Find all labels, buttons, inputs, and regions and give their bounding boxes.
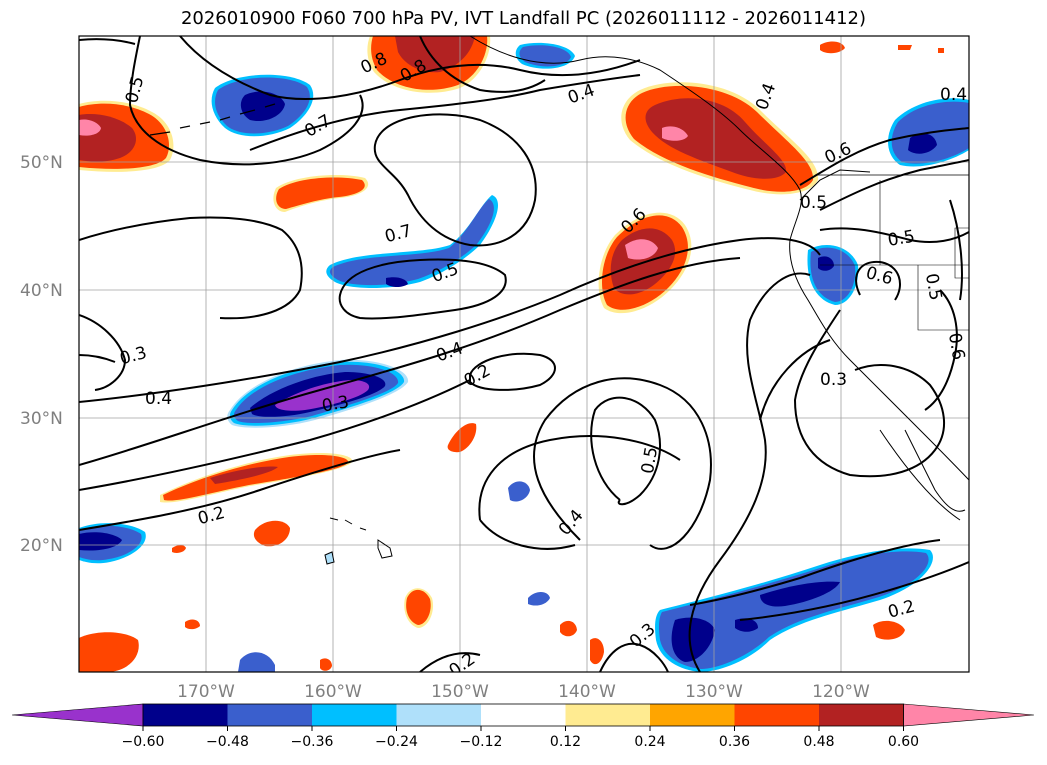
coastlines: [149, 36, 969, 565]
lon-label: 130°W: [685, 682, 743, 702]
contour-label: 0.4: [940, 85, 967, 105]
contour-label: 0.5: [886, 227, 916, 251]
colorbar-segment: [734, 704, 820, 726]
colorbar-tick-label: 0.36: [719, 734, 750, 750]
colorbar-segment: [396, 704, 482, 726]
colorbar-segment: [143, 704, 228, 726]
colorbar: −0.60 −0.48 −0.36 −0.24 −0.12 0.12 0.24 0.36 0.4…: [11, 703, 1035, 750]
colorbar-outline: [142, 703, 904, 727]
colorbar-extend-high: [903, 703, 1035, 727]
colorbar-tick-label: −0.36: [291, 734, 334, 750]
lat-label: 50°N: [20, 153, 63, 173]
longitude-labels: 170°W 160°W 150°W 140°W 130°W 120°W: [177, 682, 870, 702]
colorbar-tick-label: −0.48: [206, 734, 249, 750]
lon-label: 120°W: [812, 682, 870, 702]
colorbar-segment: [565, 704, 651, 726]
lon-label: 140°W: [558, 682, 616, 702]
colorbar-tick-label: 0.48: [803, 734, 834, 750]
colorbar-segment: [819, 704, 904, 726]
lat-label: 20°N: [20, 536, 63, 556]
colorbar-tick-label: −0.12: [460, 734, 503, 750]
colorbar-segment: [481, 704, 566, 726]
colorbar-tick-label: 0.24: [634, 734, 665, 750]
colorbar-tick-label: −0.24: [375, 734, 418, 750]
contour-label: 0.6: [944, 331, 968, 361]
contour-label: 0.5: [800, 193, 827, 213]
pv-contours: [79, 36, 969, 672]
latitude-labels: 50°N 40°N 30°N 20°N: [20, 153, 63, 556]
colorbar-segment: [227, 704, 313, 726]
contour-label: 0.4: [145, 389, 172, 409]
lat-label: 40°N: [20, 281, 63, 301]
plot-frame: [78, 35, 970, 673]
contour-label: 0.5: [921, 272, 945, 302]
contour-label: 0.3: [320, 392, 350, 416]
colorbar-tick-label: −0.60: [122, 734, 165, 750]
colorbar-tick-label: 0.60: [888, 734, 919, 750]
colorbar-segment: [312, 704, 397, 726]
colorbar-extend-low: [11, 703, 144, 727]
colorbar-segment: [650, 704, 735, 726]
contour-label: 0.5: [638, 445, 662, 475]
lat-label: 30°N: [20, 409, 63, 429]
colorbar-tick-label: 0.12: [550, 734, 581, 750]
lon-label: 170°W: [177, 682, 235, 702]
map-title: 2026010900 F060 700 hPa PV, IVT Landfall…: [180, 8, 867, 29]
lon-label: 150°W: [431, 682, 489, 702]
contour-label: 0.3: [820, 370, 847, 390]
lon-label: 160°W: [304, 682, 362, 702]
